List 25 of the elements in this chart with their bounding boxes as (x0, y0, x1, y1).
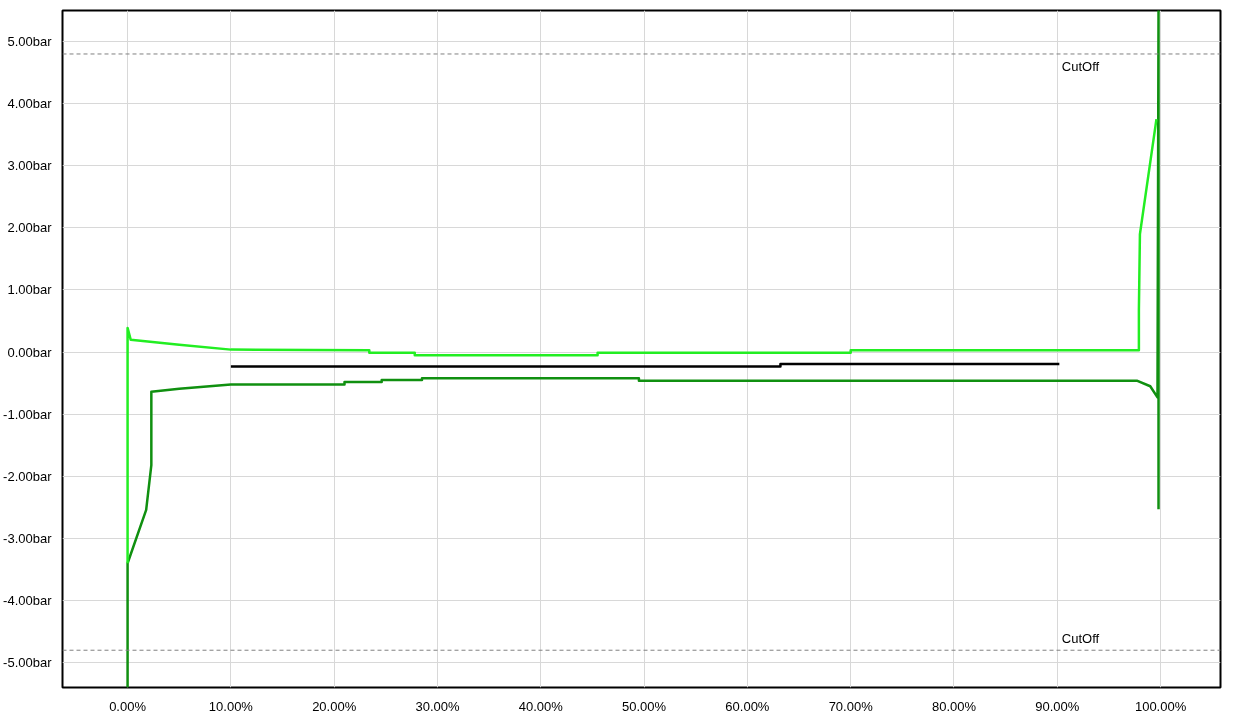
ref-line-label: CutOff (1061, 631, 1100, 647)
y-tick-label: 2.00bar (7, 220, 53, 236)
x-tick-label: 60.00% (725, 698, 770, 714)
y-tick-label: 5.00bar (7, 34, 53, 50)
y-tick-label: 1.00bar (7, 282, 53, 298)
y-tick-label: -5.00bar (3, 655, 53, 671)
x-tick-label: 40.00% (518, 698, 564, 714)
y-tick-label: -4.00bar (3, 593, 53, 609)
x-tick-label: 80.00% (931, 698, 977, 714)
y-tick-label: 0.00bar (7, 344, 53, 360)
y-tick-label: -2.00bar (3, 468, 53, 484)
y-tick-label: -3.00bar (3, 530, 53, 546)
y-tick-label: 4.00bar (7, 96, 53, 112)
line-series (126, 117, 1158, 565)
y-tick-label: 3.00bar (7, 158, 53, 174)
y-tick-label: -1.00bar (3, 406, 53, 422)
x-tick-label: 90.00% (1035, 698, 1080, 714)
x-tick-label: 50.00% (622, 698, 667, 714)
x-tick-label: 20.00% (312, 698, 357, 714)
x-tick-label: 10.00% (208, 698, 254, 714)
ref-line-label: CutOff (1061, 58, 1100, 74)
x-tick-label: 100.00% (1134, 698, 1187, 714)
x-tick-label: 30.00% (415, 698, 460, 714)
x-tick-label: 70.00% (828, 698, 874, 714)
x-tick-label: 0.00% (109, 698, 147, 714)
